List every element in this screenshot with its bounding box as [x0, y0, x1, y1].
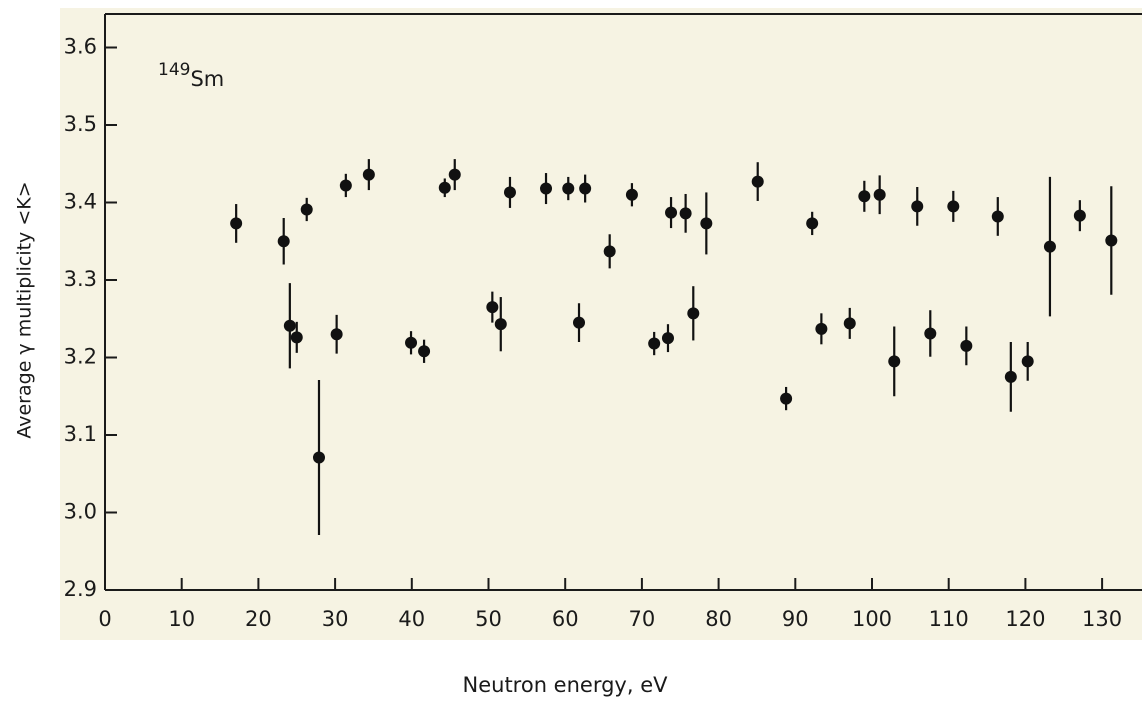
x-tick-label: 30 [322, 607, 349, 631]
data-point [562, 182, 575, 195]
data-point [230, 217, 243, 230]
y-tick-label: 3.1 [64, 422, 97, 446]
data-point [924, 327, 937, 340]
data-point [283, 319, 296, 332]
x-tick-label: 50 [475, 607, 502, 631]
data-point [751, 175, 764, 188]
data-point [277, 235, 290, 248]
annotation-element: Sm [190, 67, 224, 91]
plot-background [60, 8, 1142, 640]
data-point [494, 318, 507, 331]
data-point [873, 188, 886, 201]
annotation: 149Sm [158, 60, 224, 91]
x-tick-label: 120 [1005, 607, 1045, 631]
x-tick-label: 70 [629, 607, 656, 631]
data-point [438, 181, 451, 194]
data-point [888, 355, 901, 368]
y-tick-label: 3.5 [64, 112, 97, 136]
x-tick-label: 130 [1082, 607, 1122, 631]
data-point [815, 322, 828, 335]
data-point [540, 182, 553, 195]
annotation-mass: 149 [158, 60, 190, 80]
data-point [603, 245, 616, 258]
data-point [947, 200, 960, 213]
data-point [648, 337, 661, 350]
data-point [843, 317, 856, 330]
data-point [625, 188, 638, 201]
data-point [1021, 355, 1034, 368]
data-point [1073, 209, 1086, 222]
y-tick-label: 3.2 [64, 345, 97, 369]
data-point [1105, 234, 1118, 247]
y-tick-label: 2.9 [64, 577, 97, 601]
x-tick-label: 40 [398, 607, 425, 631]
x-tick-label: 60 [552, 607, 579, 631]
data-point [661, 332, 674, 345]
data-point [330, 328, 343, 341]
data-point [418, 345, 431, 358]
data-point [448, 168, 461, 181]
data-point [780, 392, 793, 405]
x-tick-label: 100 [852, 607, 892, 631]
data-point [290, 331, 303, 344]
x-tick-label: 90 [782, 607, 809, 631]
data-point [300, 203, 313, 216]
data-point [486, 301, 499, 314]
data-point [700, 217, 713, 230]
data-point [806, 217, 819, 230]
data-point [405, 336, 418, 349]
data-point [362, 168, 375, 181]
data-point [503, 186, 516, 199]
y-tick-label: 3.4 [64, 190, 97, 214]
data-point [1043, 240, 1056, 253]
data-point [312, 451, 325, 464]
x-tick-label: 80 [705, 607, 732, 631]
data-point [687, 307, 700, 320]
data-point [679, 207, 692, 220]
x-tick-label: 110 [929, 607, 969, 631]
x-axis-label: Neutron energy, eV [463, 673, 669, 697]
data-point [665, 206, 678, 219]
x-tick-label: 20 [245, 607, 272, 631]
data-point [339, 179, 352, 192]
x-tick-label: 0 [98, 607, 111, 631]
y-tick-label: 3.6 [64, 35, 97, 59]
y-tick-label: 3.3 [64, 267, 97, 291]
y-axis-label: Average γ multiplicity <K> [14, 181, 36, 438]
data-point [573, 316, 586, 329]
data-point [960, 339, 973, 352]
data-point [911, 200, 924, 213]
data-point [858, 190, 871, 203]
data-point [1004, 370, 1017, 383]
data-point [579, 182, 592, 195]
data-point [991, 210, 1004, 223]
x-tick-label: 10 [168, 607, 195, 631]
y-tick-label: 3.0 [64, 500, 97, 524]
